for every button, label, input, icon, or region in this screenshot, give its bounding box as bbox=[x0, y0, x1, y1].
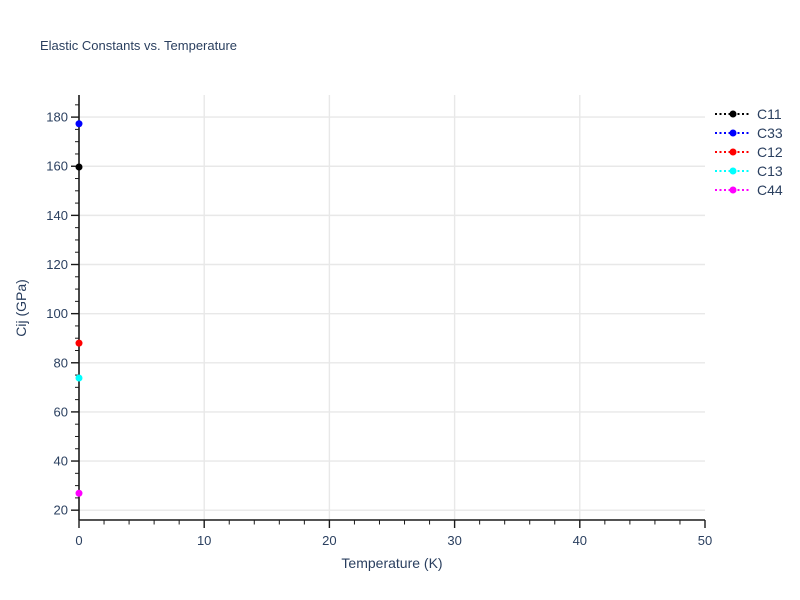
data-points bbox=[75, 120, 83, 497]
x-tick-label: 30 bbox=[447, 533, 461, 548]
legend-label: C11 bbox=[757, 105, 782, 122]
legend-line-sample-C33 bbox=[715, 129, 751, 136]
legend-line-sample-C12 bbox=[715, 148, 751, 155]
legend-line-sample-C13 bbox=[715, 167, 751, 174]
data-point-C13 bbox=[75, 374, 83, 382]
legend-line-sample-C11 bbox=[715, 110, 751, 117]
legend: C11 C33 C12 C13 C44 bbox=[714, 104, 783, 199]
data-point-C12 bbox=[75, 339, 83, 347]
y-tick-label: 20 bbox=[54, 503, 68, 518]
y-tick-label: 80 bbox=[54, 355, 68, 370]
y-tick-label: 40 bbox=[54, 454, 68, 469]
x-tick-label: 10 bbox=[197, 533, 211, 548]
legend-label: C12 bbox=[757, 143, 783, 160]
legend-label: C44 bbox=[757, 181, 783, 198]
y-tick-label: 60 bbox=[54, 404, 68, 419]
x-tick-label: 40 bbox=[573, 533, 587, 548]
y-axis-title: Cij (GPa) bbox=[13, 279, 29, 337]
legend-line-sample-C44 bbox=[715, 186, 751, 193]
legend-item-C33[interactable]: C33 bbox=[714, 123, 783, 142]
axis-lines bbox=[78, 95, 705, 521]
y-tick-label: 160 bbox=[46, 159, 68, 174]
data-point-C33 bbox=[75, 120, 83, 128]
y-tick-label: 120 bbox=[46, 257, 68, 272]
data-point-C44 bbox=[75, 489, 83, 497]
chart-title: Elastic Constants vs. Temperature bbox=[40, 38, 238, 53]
x-tick-label: 0 bbox=[75, 533, 82, 548]
x-tick-label: 20 bbox=[322, 533, 336, 548]
x-axis-title: Temperature (K) bbox=[341, 555, 443, 571]
y-tick-label: 180 bbox=[46, 110, 68, 125]
legend-item-C44[interactable]: C44 bbox=[714, 180, 783, 199]
y-tick-label: 100 bbox=[46, 306, 68, 321]
legend-label: C13 bbox=[757, 162, 783, 179]
legend-label: C33 bbox=[757, 124, 783, 141]
x-tick-label: 50 bbox=[698, 533, 712, 548]
tick-labels: 20 40 60 80 100 120 140 160 180 0 10 20 30 40 50 bbox=[46, 110, 712, 548]
legend-item-C11[interactable]: C11 bbox=[714, 104, 783, 123]
data-point-C11 bbox=[75, 163, 83, 171]
gridlines bbox=[79, 95, 705, 520]
axis-ticks bbox=[71, 104, 706, 528]
legend-item-C13[interactable]: C13 bbox=[714, 161, 783, 180]
legend-item-C12[interactable]: C12 bbox=[714, 142, 783, 161]
y-tick-label: 140 bbox=[46, 208, 68, 223]
